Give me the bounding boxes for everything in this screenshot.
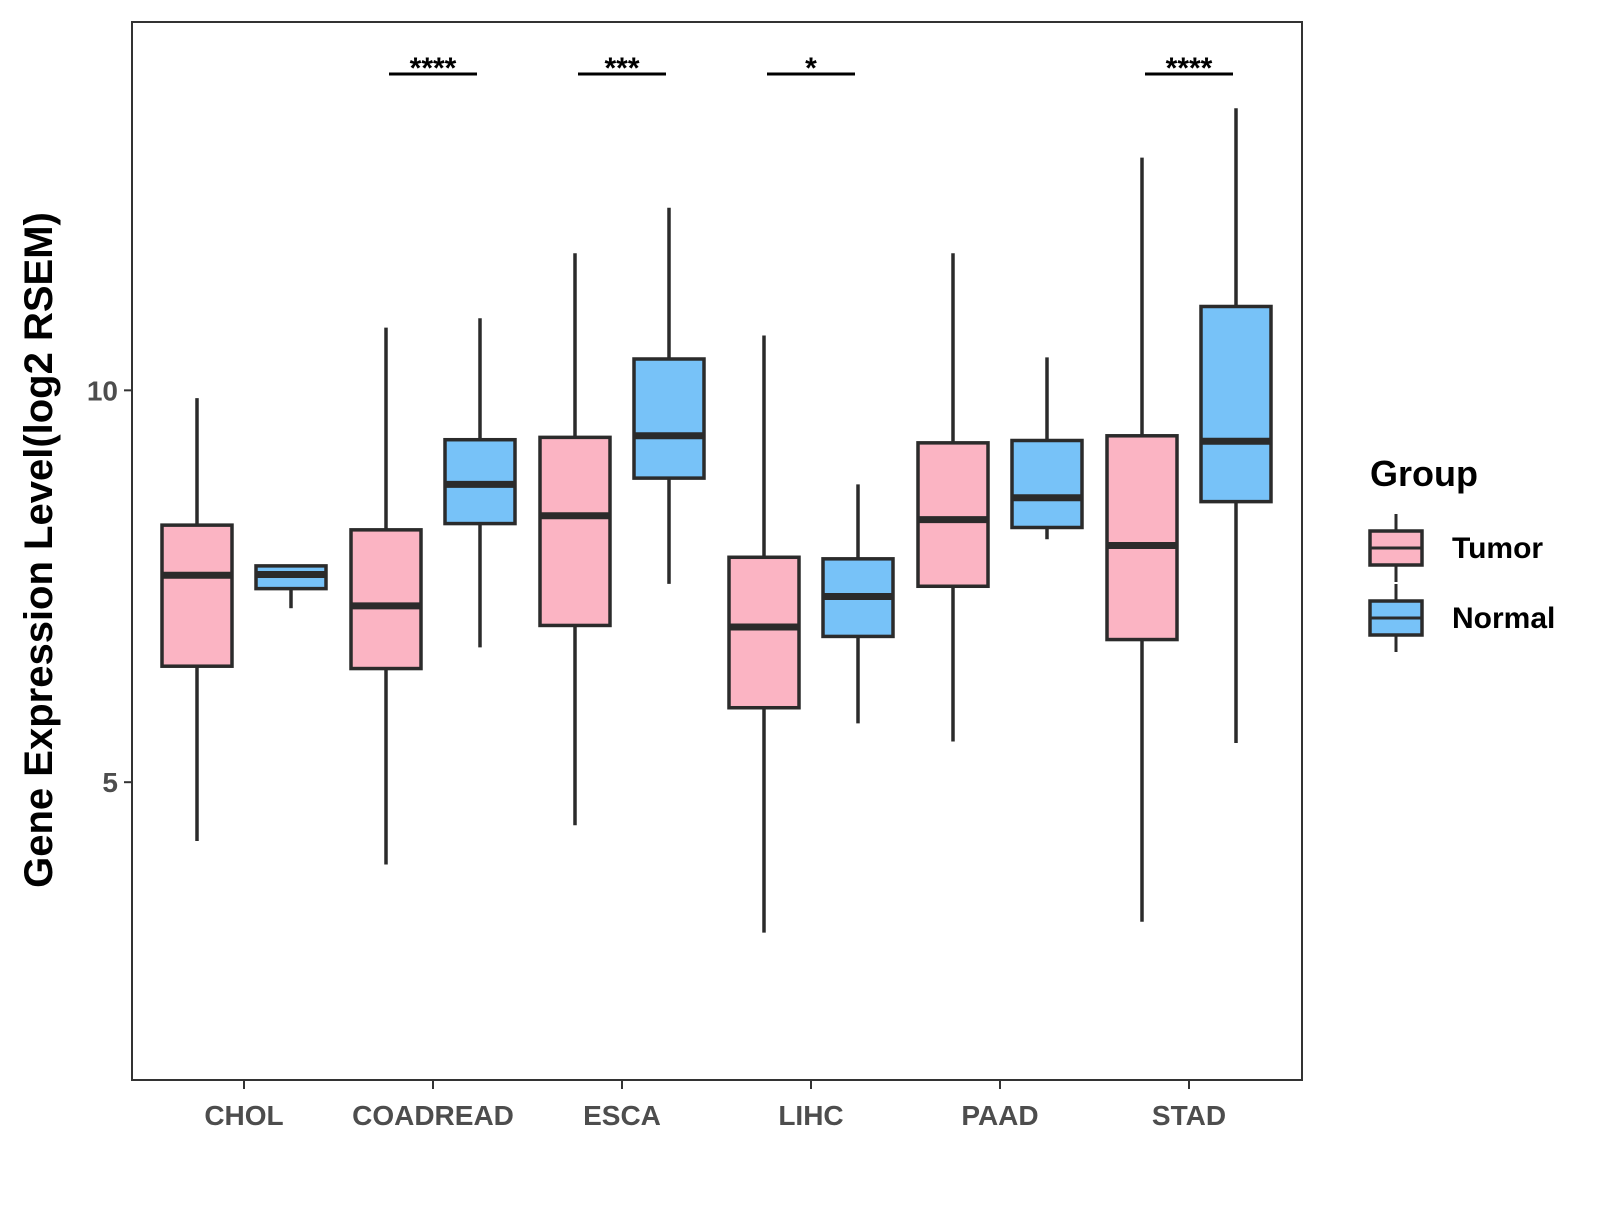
box-normal-chol [254, 564, 328, 609]
box-normal-lihc [821, 484, 895, 724]
legend-entry-normal: Normal [1368, 584, 1555, 652]
x-tick-label: PAAD [961, 1100, 1038, 1131]
iqr-box [538, 435, 612, 628]
iqr-box [1010, 438, 1084, 530]
significance-label: * [805, 52, 817, 85]
legend: Group Tumor Normal [1368, 453, 1555, 652]
box-tumor-paad [916, 253, 990, 742]
y-tick-label: 10 [87, 375, 118, 406]
box-tumor-stad [1105, 157, 1179, 922]
box-normal-stad [1199, 108, 1273, 744]
y-tick-label: 5 [102, 767, 118, 798]
iqr-box [160, 523, 234, 668]
box-tumor-esca [538, 253, 612, 826]
significance-label: **** [410, 52, 457, 85]
iqr-box [632, 357, 706, 480]
box-tumor-chol [160, 398, 234, 841]
iqr-box [1105, 434, 1179, 642]
legend-title: Group [1370, 453, 1478, 494]
x-tick-label: ESCA [583, 1100, 661, 1131]
box-normal-paad [1010, 357, 1084, 540]
iqr-box [727, 555, 801, 710]
x-tick-label: CHOL [204, 1100, 283, 1131]
box-normal-coadread [443, 318, 517, 648]
box-series [160, 108, 1273, 933]
box-tumor-coadread [349, 327, 423, 865]
box-tumor-lihc [727, 335, 801, 933]
y-axis: 5 10 [87, 375, 132, 798]
iqr-box [916, 441, 990, 589]
x-tick-label: COADREAD [352, 1100, 514, 1131]
significance-annotations: **** *** * **** [389, 52, 1233, 85]
x-axis: CHOL COADREAD ESCA LIHC PAAD STAD [204, 1080, 1226, 1131]
iqr-box [349, 528, 423, 671]
significance-label: *** [604, 52, 639, 85]
iqr-box [1199, 304, 1273, 504]
y-axis-title: Gene Expression Level(log2 RSEM) [17, 212, 61, 888]
significance-label: **** [1166, 52, 1213, 85]
x-tick-label: LIHC [778, 1100, 843, 1131]
legend-label: Normal [1452, 602, 1555, 635]
box-normal-esca [632, 207, 706, 584]
legend-entry-tumor: Tumor [1368, 514, 1543, 582]
x-tick-label: STAD [1152, 1100, 1226, 1131]
legend-label: Tumor [1452, 532, 1543, 565]
